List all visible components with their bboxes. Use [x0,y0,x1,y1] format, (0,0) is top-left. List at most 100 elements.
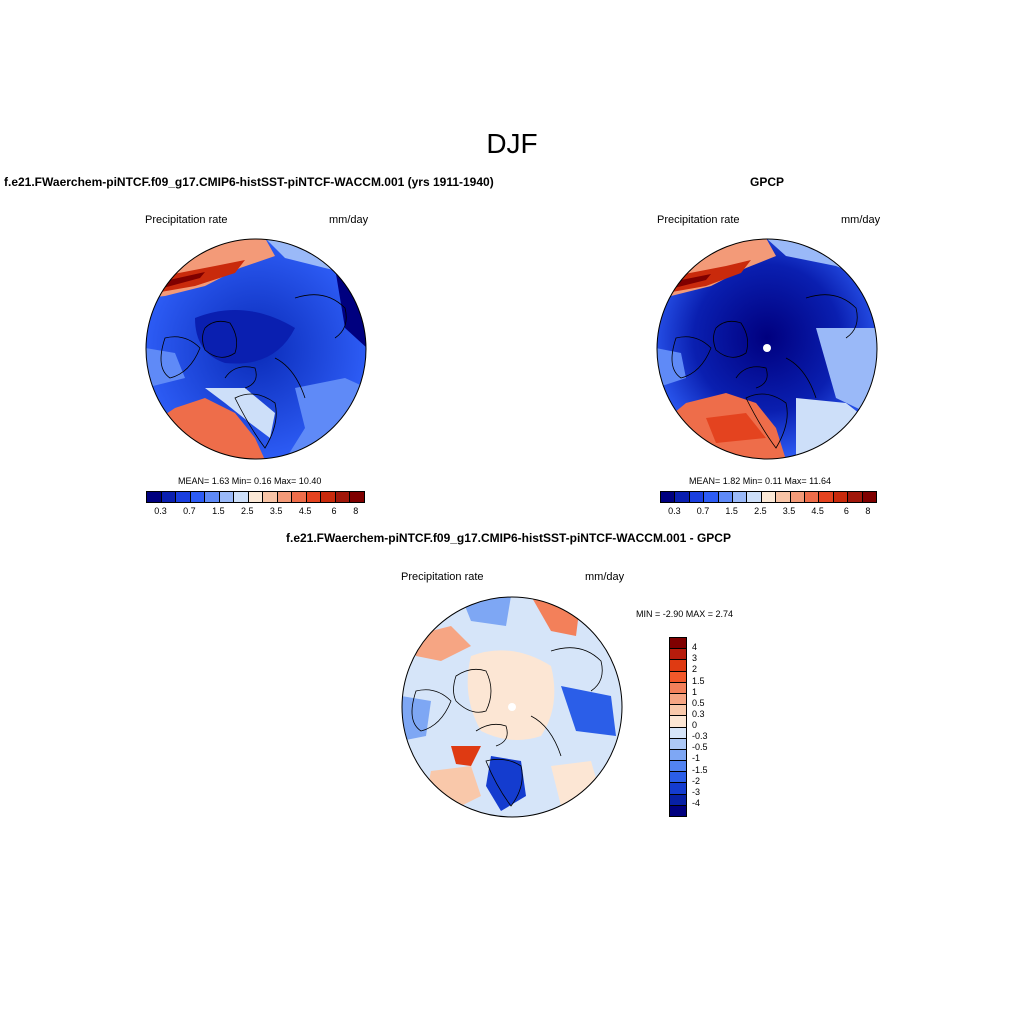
colorbar-swatch [704,492,719,502]
colorbar-swatch [670,738,686,750]
obs-coastlines [671,294,858,449]
model-coastlines [160,294,347,449]
colorbar-swatch [848,492,863,502]
model-colorbar [146,491,365,503]
obs-units-label: mm/day [841,214,881,226]
colorbar-tick-label: -2 [692,775,701,786]
colorbar-tick-label: 4.5 [811,506,824,516]
diff-colorbar-ticks: 4 3 2 1.5 1 0.5 0.3 0 -0.3 -0.5 -1 -1.5 -2 -3 -4 [692,637,722,815]
colorbar-swatch [819,492,834,502]
colorbar-tick-label: 4.5 [298,506,312,516]
model-variable-label: Precipitation rate [145,214,228,226]
colorbar-tick-label: 6 [331,506,337,516]
colorbar-tick-label: 1 [692,686,698,697]
colorbar-swatch [670,794,686,806]
colorbar-swatch [176,492,191,502]
colorbar-swatch [670,761,686,773]
diff-field-west-negative [402,696,431,741]
model-field-west-light [146,348,185,388]
model-colorbar-ticks: 0.3 0.7 1.5 2.5 3.5 4.5 6 8 [146,506,363,518]
diff-pole-gap [508,703,516,711]
colorbar-swatch [670,772,686,784]
colorbar-swatch [147,492,162,502]
colorbar-tick-label: 2.5 [241,506,254,516]
colorbar-swatch [670,649,686,661]
model-polar-map [145,238,367,460]
diff-colorbar [669,637,687,817]
colorbar-swatch [733,492,748,502]
colorbar-tick-label: 0.3 [668,506,681,516]
colorbar-tick-label: -1 [692,753,701,764]
colorbar-tick-label: 8 [865,506,871,516]
colorbar-swatch [747,492,762,502]
obs-field-east-light [816,328,877,418]
diff-stats: MIN = -2.90 MAX = 2.74 [636,609,734,619]
model-panel-title: f.e21.FWaerchem-piNTCF.f09_g17.CMIP6-his… [4,175,494,189]
colorbar-tick-label: -1.5 [692,764,708,775]
obs-colorbar [660,491,877,503]
obs-field-south-core [706,413,766,443]
colorbar-tick-label: 2.5 [754,506,767,516]
colorbar-tick-label: 3.5 [782,506,796,516]
colorbar-swatch [277,492,293,502]
colorbar-swatch [205,492,220,502]
obs-field-west-light [657,348,686,388]
colorbar-swatch [306,492,322,502]
obs-field-nw-peak [671,274,711,288]
diff-field-center-positive [467,650,555,740]
colorbar-swatch [670,671,686,683]
colorbar-tick-label: 0.7 [183,506,196,516]
obs-colorbar-ticks: 0.3 0.7 1.5 2.5 3.5 4.5 6 8 [660,506,875,518]
colorbar-swatch [161,492,177,502]
obs-stats: MEAN= 1.82 Min= 0.11 Max= 11.64 [689,476,831,486]
colorbar-tick-label: 1.5 [725,506,738,516]
colorbar-swatch [862,492,877,502]
colorbar-swatch [790,492,806,502]
obs-polar-map [656,238,878,460]
colorbar-swatch [776,492,791,502]
model-field-south-light [205,388,275,438]
colorbar-swatch [321,492,336,502]
colorbar-tick-label: 0.7 [696,506,710,516]
colorbar-swatch [670,805,686,816]
colorbar-swatch [670,716,686,728]
colorbar-swatch [670,727,686,739]
colorbar-swatch [350,492,364,502]
colorbar-swatch [670,705,686,717]
colorbar-swatch [689,492,705,502]
obs-pole-gap [763,344,771,352]
colorbar-swatch [805,492,820,502]
colorbar-tick-label: 2 [692,664,698,675]
model-field-center-dark [195,310,295,364]
colorbar-tick-label: 3 [692,653,698,664]
colorbar-swatch [234,492,249,502]
obs-panel-title: GPCP [750,175,785,189]
colorbar-tick-label: 3.5 [269,506,283,516]
model-field-nw-peak [160,272,205,288]
colorbar-swatch [292,492,307,502]
model-stats: MEAN= 1.63 Min= 0.16 Max= 10.40 [178,476,322,486]
colorbar-swatch [670,749,686,762]
diff-coastlines [411,647,603,807]
colorbar-swatch [335,492,351,502]
colorbar-swatch [670,783,686,795]
colorbar-swatch [718,492,734,502]
colorbar-tick-label: 1.5 [692,675,705,686]
colorbar-tick-label: 0.3 [692,708,705,719]
colorbar-swatch [263,492,278,502]
colorbar-swatch [670,682,686,694]
colorbar-tick-label: 4 [692,642,698,653]
colorbar-tick-label: 8 [353,506,359,516]
colorbar-swatch [670,693,686,706]
colorbar-tick-label: -3 [692,786,701,797]
colorbar-swatch [219,492,235,502]
diff-field-east-negative [561,686,616,736]
season-title: DJF [486,128,538,159]
diff-variable-label: Precipitation rate [401,571,484,583]
colorbar-swatch [190,492,206,502]
colorbar-tick-label: 0.3 [154,506,167,516]
obs-variable-label: Precipitation rate [657,214,740,226]
colorbar-swatch [248,492,264,502]
colorbar-tick-label: -4 [692,797,701,808]
colorbar-tick-label: 6 [843,506,849,516]
